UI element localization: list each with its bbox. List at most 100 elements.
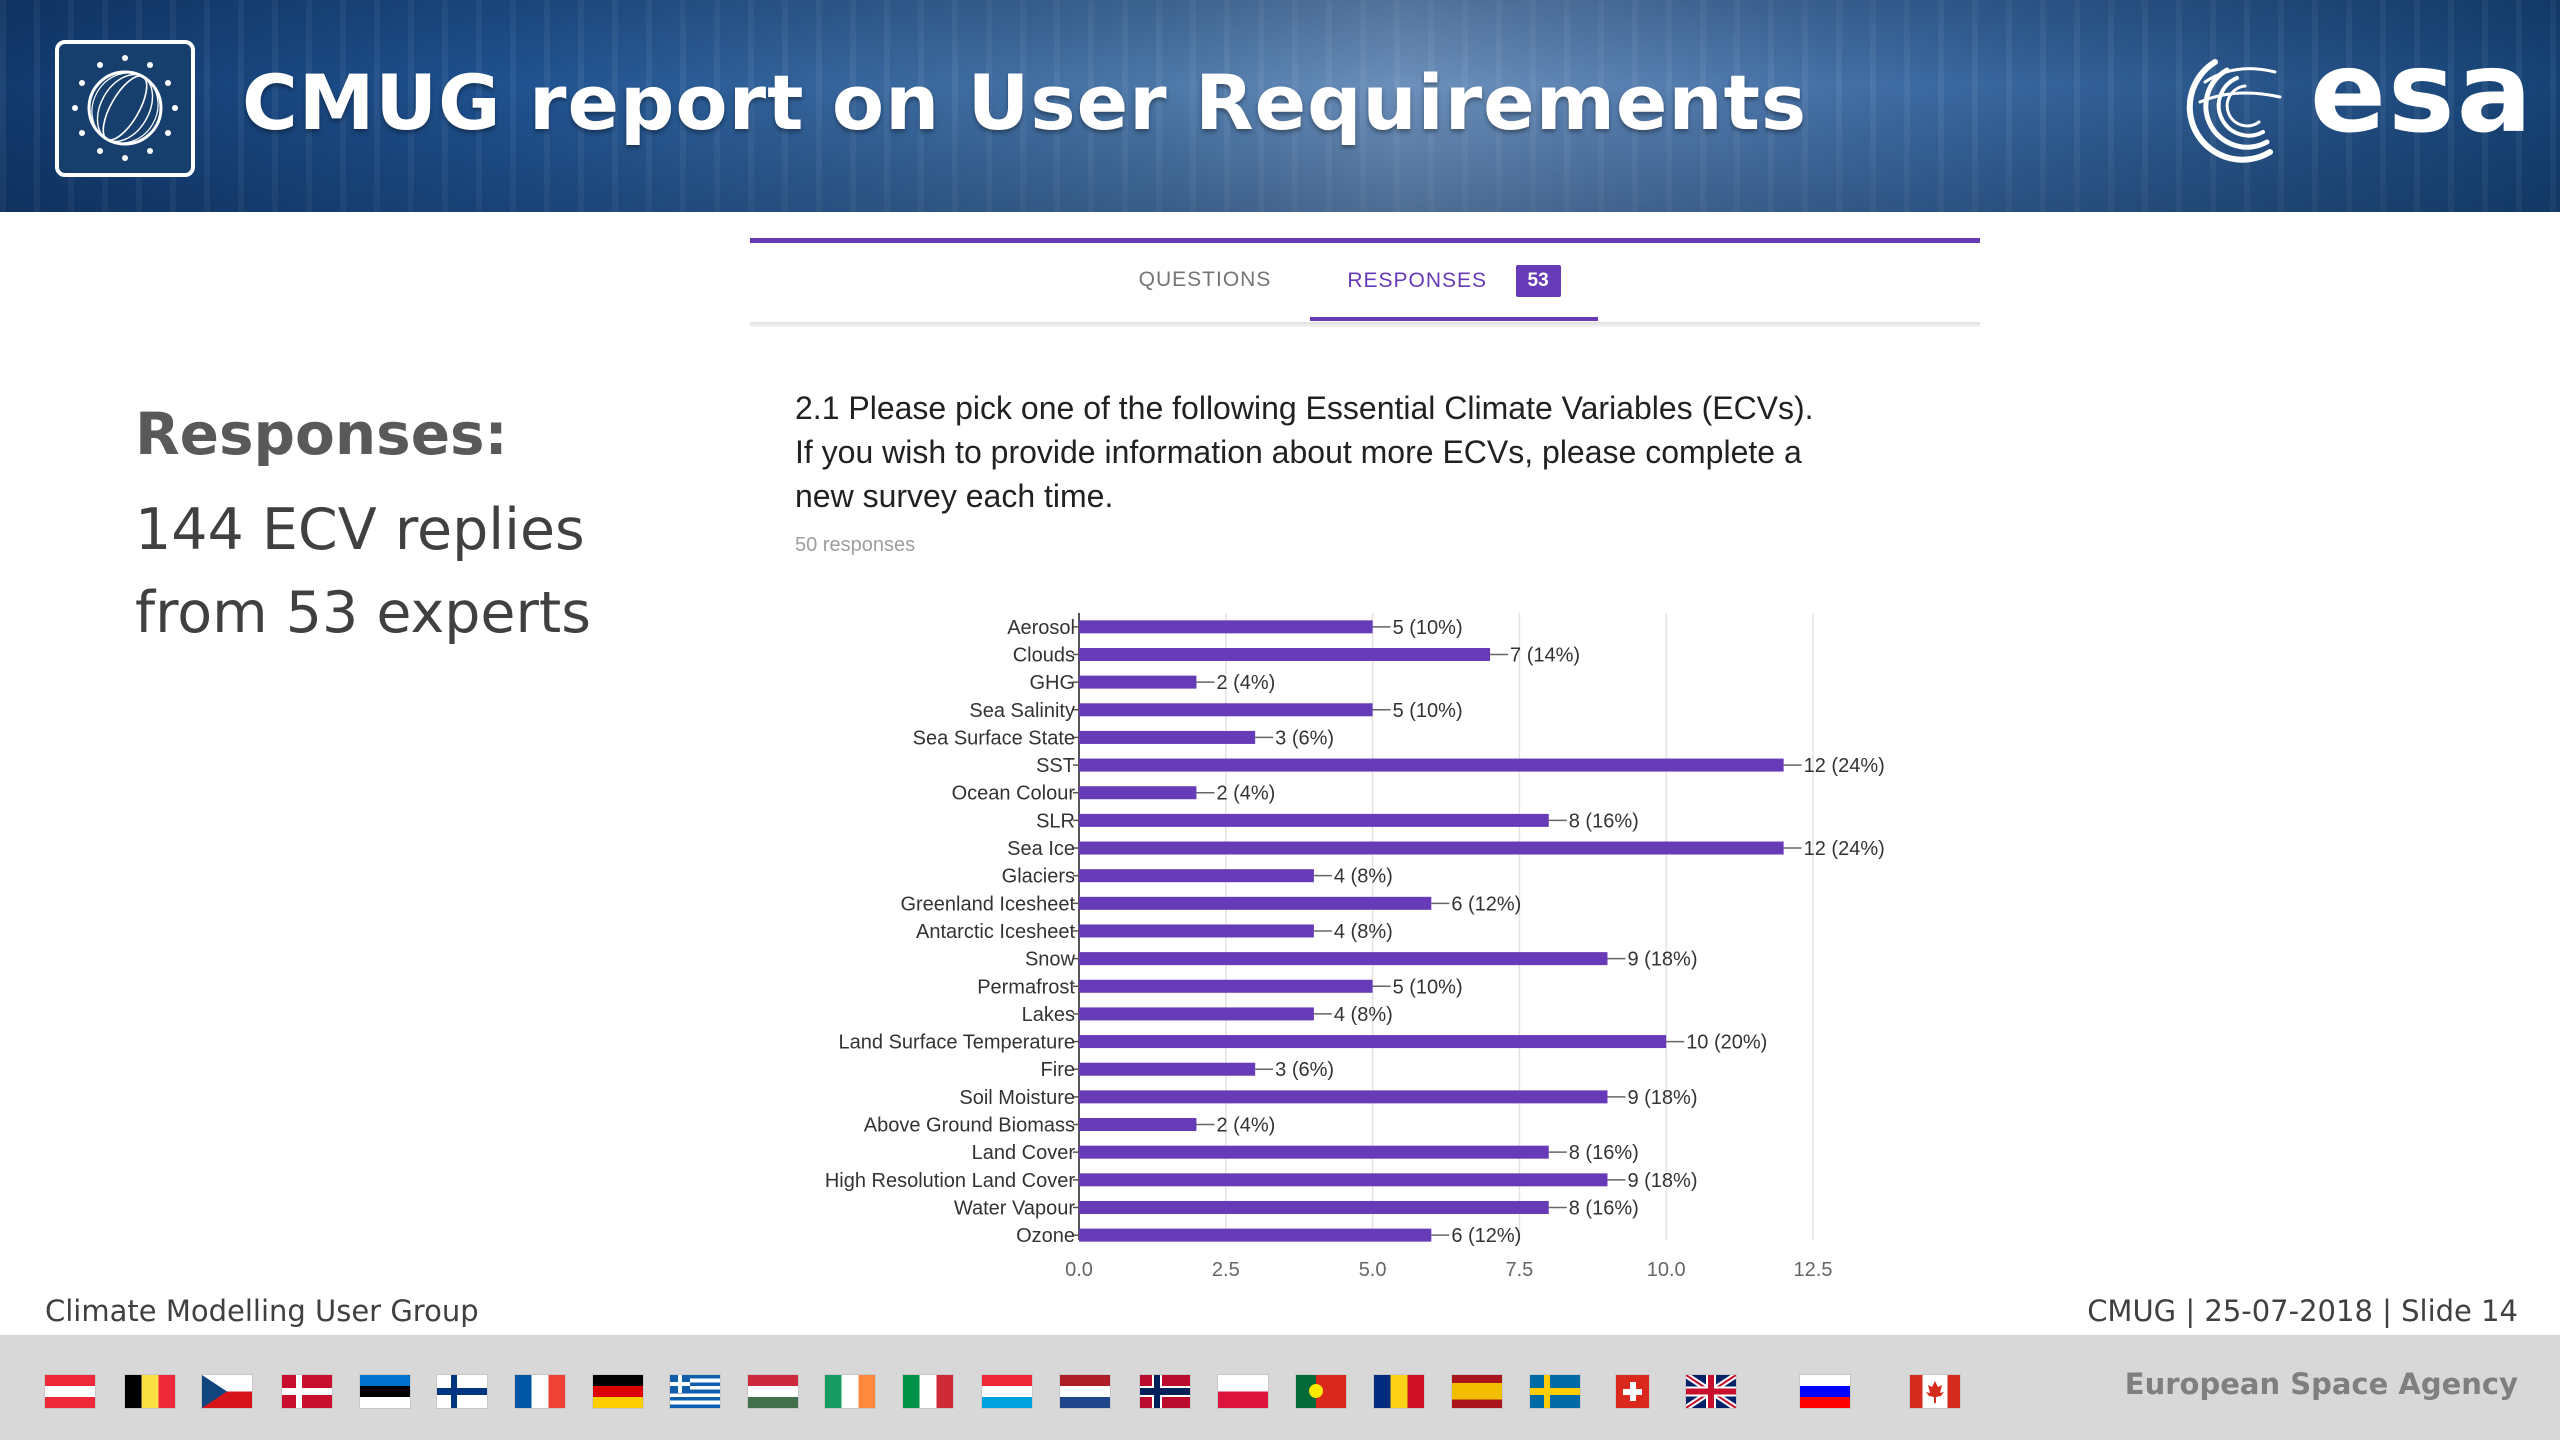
data-label: 5 (10%) [1393, 617, 1463, 639]
czech-flag-icon [202, 1375, 252, 1408]
denmark-flag-icon [282, 1375, 332, 1408]
bar [1079, 841, 1784, 855]
bar [1079, 758, 1784, 772]
belgium-flag-icon [125, 1375, 175, 1408]
tabs-divider [750, 322, 1980, 327]
category-label: Greenland Icesheet [900, 893, 1075, 915]
ireland-flag-icon [825, 1375, 875, 1408]
bar [1079, 1007, 1314, 1021]
data-label: 7 (14%) [1510, 644, 1580, 666]
cci-logo-icon [55, 40, 195, 177]
austria-flag-icon [45, 1375, 95, 1408]
bar [1079, 952, 1608, 966]
data-label: 9 (18%) [1627, 1087, 1697, 1109]
data-label: 8 (16%) [1569, 810, 1639, 832]
category-label: Water Vapour [954, 1197, 1076, 1219]
bar [1079, 730, 1256, 744]
category-label: Sea Surface State [913, 727, 1075, 749]
ecv-bar-chart: 0.0 2.5 5.0 7.5 10.0 12.5 Aerosol 5 (10%) Clouds… [825, 613, 1885, 1281]
data-label: 3 (6%) [1275, 1059, 1334, 1081]
data-label: 2 (4%) [1216, 1115, 1275, 1137]
category-label: SST [1036, 755, 1075, 777]
bar [1079, 869, 1314, 883]
responses-summary-line: 144 ECV replies [135, 497, 585, 563]
category-label: Permafrost [977, 976, 1075, 998]
category-label: Lakes [1022, 1004, 1075, 1026]
spain-flag-icon [1452, 1375, 1502, 1408]
data-label: 4 (8%) [1334, 866, 1393, 888]
responses-count-badge: 53 [1515, 265, 1561, 297]
esa-wordmark: esa [2310, 28, 2535, 158]
category-label: Aerosol [1007, 617, 1075, 639]
question-text: new survey each time. [795, 478, 1114, 514]
canada-flag-icon [1910, 1375, 1960, 1408]
footer-slide-info: CMUG | 25-07-2018 | Slide 14 [2087, 1294, 2518, 1328]
finland-flag-icon [437, 1375, 487, 1408]
category-label: Above Ground Biomass [864, 1115, 1075, 1137]
category-label: Land Cover [972, 1142, 1076, 1164]
tab-responses-label: RESPONSES [1347, 269, 1488, 292]
data-label: 6 (12%) [1451, 893, 1521, 915]
category-label: Sea Salinity [969, 700, 1075, 722]
category-label: Ocean Colour [952, 783, 1076, 805]
hungary-flag-icon [748, 1375, 798, 1408]
category-label: Fire [1041, 1059, 1075, 1081]
x-tick-label: 5.0 [1359, 1259, 1387, 1281]
data-label: 8 (16%) [1569, 1142, 1639, 1164]
norway-flag-icon [1140, 1375, 1190, 1408]
data-label: 4 (8%) [1334, 921, 1393, 943]
bar [1079, 1118, 1197, 1132]
x-tick-label: 7.5 [1505, 1259, 1533, 1281]
data-label: 9 (18%) [1627, 1170, 1697, 1192]
france-flag-icon [515, 1375, 565, 1408]
bar [1079, 1200, 1549, 1214]
data-label: 8 (16%) [1569, 1197, 1639, 1219]
bar [1079, 1035, 1667, 1049]
bar [1079, 924, 1314, 938]
responses-summary-line: from 53 experts [135, 580, 591, 646]
bar [1079, 1145, 1549, 1159]
uk-flag-icon [1686, 1375, 1736, 1408]
netherlands-flag-icon [1060, 1375, 1110, 1408]
data-label: 5 (10%) [1393, 700, 1463, 722]
flag-bar: European Space Agency [0, 1335, 2560, 1440]
bar [1079, 620, 1373, 634]
italy-flag-icon [903, 1375, 953, 1408]
data-label: 4 (8%) [1334, 1004, 1393, 1026]
x-tick-label: 10.0 [1647, 1259, 1686, 1281]
tab-responses[interactable]: RESPONSES 53 [1310, 265, 1598, 321]
data-label: 3 (6%) [1275, 727, 1334, 749]
header-background [0, 0, 2560, 212]
greece-flag-icon [670, 1375, 720, 1408]
slovenia-flag-icon [1800, 1375, 1850, 1408]
page-title: CMUG report on User Requirements [242, 58, 1808, 147]
esa-globe-icon [2186, 59, 2282, 163]
x-tick-label: 0.0 [1065, 1259, 1093, 1281]
germany-flag-icon [593, 1375, 643, 1408]
x-tick-label: 12.5 [1794, 1259, 1833, 1281]
luxembourg-flag-icon [982, 1375, 1032, 1408]
portugal-flag-icon [1296, 1375, 1346, 1408]
bar [1079, 786, 1197, 800]
estonia-flag-icon [360, 1375, 410, 1408]
bar [1079, 1090, 1608, 1104]
bar [1079, 675, 1197, 689]
data-label: 9 (18%) [1627, 949, 1697, 971]
category-label: GHG [1029, 672, 1075, 694]
data-label: 2 (4%) [1216, 672, 1275, 694]
bar [1079, 703, 1373, 717]
data-label: 2 (4%) [1216, 783, 1275, 805]
footer-group-name: Climate Modelling User Group [45, 1294, 479, 1328]
sweden-flag-icon [1530, 1375, 1580, 1408]
poland-flag-icon [1218, 1375, 1268, 1408]
tab-questions[interactable]: QUESTIONS [1138, 268, 1272, 291]
category-label: Glaciers [1002, 866, 1075, 888]
bar [1079, 1173, 1608, 1187]
category-label: Ozone [1016, 1225, 1075, 1247]
switzerland-flag-icon [1616, 1375, 1649, 1408]
bar [1079, 1228, 1432, 1242]
category-label: High Resolution Land Cover [825, 1170, 1075, 1192]
form-accent-line [750, 238, 1980, 243]
bar [1079, 1062, 1256, 1076]
data-label: 12 (24%) [1804, 838, 1885, 860]
